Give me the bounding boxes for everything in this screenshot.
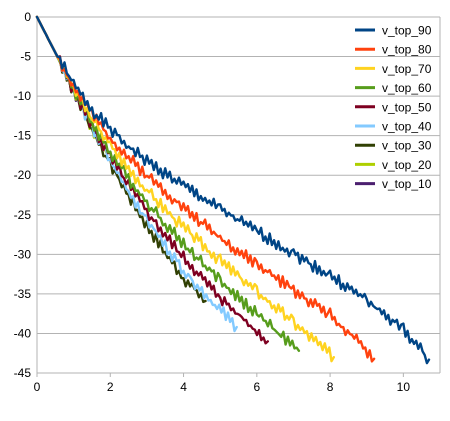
series-line-v-top-70 bbox=[35, 15, 335, 363]
y-tick-label: -40 bbox=[14, 326, 32, 340]
legend-label: v_top_70 bbox=[382, 62, 432, 76]
series-lines bbox=[35, 15, 431, 365]
y-tick-label: -45 bbox=[14, 366, 32, 380]
x-tick-label: 6 bbox=[253, 380, 260, 394]
legend-label: v_top_90 bbox=[382, 24, 432, 38]
y-tick-label: -35 bbox=[14, 287, 32, 301]
legend-label: v_top_50 bbox=[382, 100, 432, 114]
series-line-v-top-90 bbox=[35, 15, 431, 365]
x-tick-label: 10 bbox=[397, 380, 411, 394]
y-tick-label: -30 bbox=[14, 247, 32, 261]
x-tick-label: 4 bbox=[180, 380, 187, 394]
legend-label: v_top_60 bbox=[382, 81, 432, 95]
x-tick-label: 2 bbox=[107, 380, 114, 394]
y-tick-label: -25 bbox=[14, 208, 32, 222]
legend-label: v_top_30 bbox=[382, 139, 432, 153]
legend: v_top_90 v_top_80 v_top_70 v_top_60 v_top_50… bbox=[355, 24, 432, 191]
y-tick-label: -20 bbox=[14, 168, 32, 182]
y-tick-label: -15 bbox=[14, 129, 32, 143]
y-tick-label: 0 bbox=[24, 10, 31, 24]
series-line-v-top-60 bbox=[35, 15, 301, 352]
gridlines bbox=[36, 16, 441, 374]
legend-label: v_top_20 bbox=[382, 158, 432, 172]
y-tick-label: -10 bbox=[14, 89, 32, 103]
axes: 0-5-10-15-20-25-30-35-40-450 2 4 6 8 10 bbox=[14, 10, 411, 394]
y-tick-label: -5 bbox=[20, 50, 31, 64]
legend-label: v_top_80 bbox=[382, 43, 432, 57]
x-tick-label: 8 bbox=[327, 380, 334, 394]
x-tick-label: 0 bbox=[34, 380, 41, 394]
legend-label: v_top_10 bbox=[382, 177, 432, 191]
legend-label: v_top_40 bbox=[382, 120, 432, 134]
